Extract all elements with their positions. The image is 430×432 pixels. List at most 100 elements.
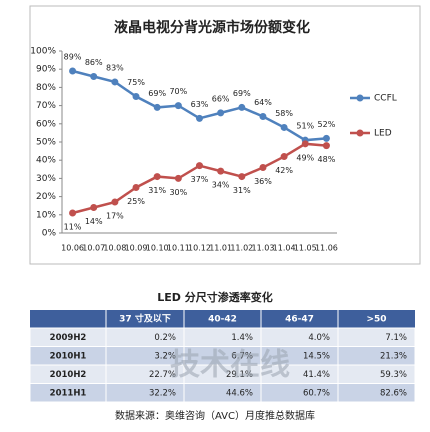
cell: 22.7% (149, 370, 176, 380)
data-point (153, 173, 161, 181)
data-label: 14% (85, 217, 103, 226)
cell: 3.2% (154, 351, 176, 361)
x-tick-label: 10.09 (125, 244, 148, 253)
legend-label: LED (374, 129, 392, 139)
y-tick-label: 60% (36, 119, 56, 129)
y-tick-label: 70% (36, 101, 56, 111)
data-point (153, 103, 161, 111)
data-label: 49% (296, 153, 314, 162)
cell: 21.3% (380, 351, 407, 361)
data-point (174, 174, 182, 182)
y-tick-label: 40% (36, 156, 56, 166)
data-label: 58% (275, 109, 293, 118)
watermark: 技术在线 (170, 348, 290, 383)
data-point (90, 204, 98, 212)
data-point (322, 134, 330, 142)
data-label: 70% (169, 87, 187, 96)
x-tick-label: 10.11 (167, 244, 190, 253)
cell: 6.7% (231, 351, 253, 361)
y-tick-label: 0% (42, 229, 57, 239)
cell: 60.7% (303, 388, 330, 398)
data-label: 48% (318, 155, 336, 164)
header-cell: >50 (366, 315, 386, 325)
data-point (111, 78, 119, 86)
data-point (69, 67, 77, 75)
table-row-bg (29, 383, 416, 403)
cell: 29.1% (226, 370, 253, 380)
data-label: 31% (233, 186, 251, 195)
cell: 82.6% (380, 388, 407, 398)
data-label: 64% (254, 98, 272, 107)
y-tick-label: 100% (30, 47, 56, 57)
x-tick-label: 10.07 (82, 244, 105, 253)
row-label: 2010H1 (50, 351, 87, 361)
data-point (280, 153, 288, 161)
data-label: 83% (106, 63, 124, 72)
data-label: 52% (318, 120, 336, 129)
data-label: 89% (64, 53, 82, 62)
data-point (90, 72, 98, 80)
data-point (259, 163, 267, 171)
x-tick-label: 10.10 (146, 244, 169, 253)
x-tick-label: 11.01 (209, 244, 232, 253)
cell: 0.2% (154, 333, 176, 343)
data-label: 17% (106, 212, 124, 221)
y-tick-label: 30% (36, 174, 56, 184)
cell: 7.1% (385, 333, 407, 343)
data-point (238, 173, 246, 181)
data-point (217, 109, 225, 117)
y-tick-label: 90% (36, 65, 56, 75)
x-tick-label: 11.04 (273, 244, 296, 253)
header-cell: 46-47 (285, 315, 314, 325)
data-label: 30% (169, 188, 187, 197)
header-cell: 40-42 (208, 315, 237, 325)
legend-marker (356, 129, 364, 137)
data-label: 69% (233, 89, 251, 98)
data-point (132, 93, 140, 100)
legend-label: CCFL (374, 94, 397, 104)
data-label: 69% (148, 89, 166, 98)
data-point (280, 123, 288, 131)
data-point (69, 209, 77, 217)
y-tick-label: 50% (36, 138, 56, 148)
chart-frame (29, 5, 421, 265)
cell: 1.4% (231, 333, 253, 343)
x-tick-label: 10.08 (103, 244, 126, 253)
table: 37 寸及以下 40-42 46-47 >50 2009H2 0.2% 1.4% 4.0% 7.… (29, 310, 416, 403)
x-tick-label: 10.12 (188, 244, 211, 253)
data-point (238, 103, 246, 111)
data-label: 11% (64, 222, 82, 231)
cell: 59.3% (380, 370, 407, 380)
data-label: 31% (148, 186, 166, 195)
chart-title: 液晶电视分背光源市场份额变化 (114, 19, 310, 36)
x-tick-label: 11.06 (315, 244, 338, 253)
data-label: 66% (212, 94, 230, 103)
data-label: 63% (191, 100, 209, 109)
x-tick-label: 11.03 (252, 244, 275, 253)
y-tick-label: 80% (36, 83, 56, 93)
data-label: 37% (191, 175, 209, 184)
x-tick-label: 10.06 (61, 244, 84, 253)
y-tick-label: 20% (36, 192, 56, 202)
data-point (217, 167, 225, 175)
y-tick-label: 10% (36, 210, 56, 220)
source-note: 数据来源：奥维咨询（AVC）月度推总数据库 (115, 409, 315, 422)
data-point (301, 140, 309, 148)
data-point (196, 114, 203, 122)
data-point (322, 142, 330, 150)
row-label: 2009H2 (50, 333, 87, 343)
x-tick-label: 11.05 (294, 244, 317, 253)
cell: 32.2% (149, 388, 176, 398)
cell: 14.5% (303, 351, 330, 361)
data-label: 86% (85, 58, 103, 67)
data-point (132, 184, 140, 191)
x-tick-label: 11.02 (230, 244, 253, 253)
data-point (111, 198, 119, 206)
legend-marker (356, 94, 364, 102)
cell: 4.0% (308, 333, 330, 343)
data-point (174, 102, 182, 110)
table-title: LED 分尺寸渗透率变化 (157, 290, 272, 304)
data-label: 34% (212, 181, 230, 190)
table-row-bg (29, 327, 416, 347)
